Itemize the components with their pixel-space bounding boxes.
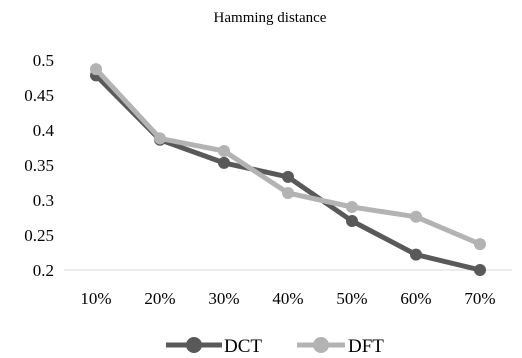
data-point-dct: [218, 156, 230, 169]
legend-label: DFT: [348, 336, 384, 357]
x-tick-label: 60%: [400, 289, 431, 308]
series-line-dft: [93, 66, 483, 247]
legend-label: DCT: [224, 336, 262, 357]
x-tick-label: 10%: [80, 289, 111, 308]
x-tick-label: 20%: [144, 289, 175, 308]
data-point-dct: [282, 170, 294, 183]
data-point-dft: [90, 63, 102, 76]
y-tick-label: 0.5: [33, 51, 54, 70]
data-point-dft: [474, 238, 486, 251]
data-point-dct: [346, 215, 358, 227]
y-tick-label: 0.25: [24, 226, 54, 245]
data-point-dft: [346, 201, 358, 213]
data-point-dct: [410, 248, 422, 261]
legend: DCT DFT: [166, 336, 384, 357]
legend-swatch-marker: [313, 337, 329, 353]
data-point-dct: [474, 264, 486, 276]
y-axis-ticks: 0.2 0.25 0.3 0.35 0.4 0.45 0.5: [24, 51, 54, 280]
series-lines: [90, 63, 486, 276]
data-point-dft: [282, 187, 294, 199]
series-dft: [90, 63, 486, 251]
x-tick-label: 50%: [336, 289, 367, 308]
data-point-dft: [410, 210, 422, 223]
legend-item-dct: DCT: [166, 336, 262, 357]
y-tick-label: 0.3: [33, 191, 54, 210]
legend-swatch-marker: [186, 337, 202, 353]
y-tick-label: 0.35: [24, 156, 54, 175]
chart-title: Hamming distance: [214, 10, 327, 26]
x-tick-label: 30%: [208, 289, 239, 308]
y-tick-label: 0.4: [33, 121, 55, 140]
data-point-dft: [218, 145, 230, 157]
y-tick-label: 0.45: [24, 86, 54, 105]
data-point-dft: [154, 132, 166, 145]
x-tick-label: 40%: [272, 289, 303, 308]
y-tick-label: 0.2: [33, 261, 54, 280]
legend-item-dft: DFT: [297, 336, 384, 357]
x-axis-ticks: 10% 20% 30% 40% 50% 60% 70%: [80, 289, 495, 308]
series-dct: [90, 69, 486, 276]
x-tick-label: 70%: [464, 289, 495, 308]
